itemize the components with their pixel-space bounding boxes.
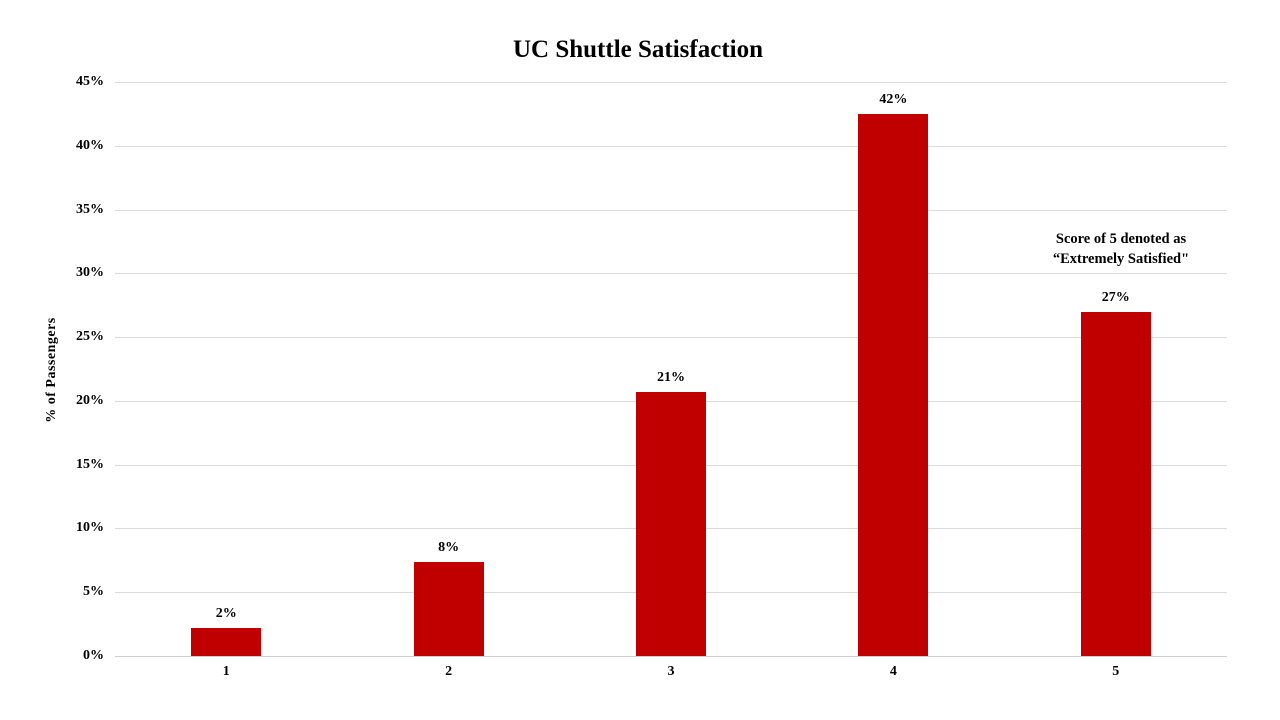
bar-4 (858, 113, 929, 656)
y-tick-label: 45% (76, 74, 104, 89)
y-tick-label: 0% (83, 648, 104, 663)
gridline (115, 145, 1227, 147)
gridline (115, 656, 1227, 657)
x-tick-label: 2 (445, 664, 453, 679)
x-tick-label: 4 (889, 664, 897, 679)
data-label: 27% (1101, 289, 1130, 305)
data-label: 8% (438, 539, 460, 555)
data-label: 42% (879, 91, 908, 107)
annotation-score-5: Score of 5 denoted as “Extremely Satisfi… (1030, 229, 1212, 269)
chart-title: UC Shuttle Satisfaction (512, 36, 763, 63)
y-tick-label: 5% (83, 584, 104, 600)
y-tick-label: 35% (76, 201, 104, 217)
gridline (115, 273, 1227, 275)
x-tick-label: 3 (667, 664, 675, 679)
y-tick-label: 15% (76, 456, 104, 472)
data-label: 21% (657, 369, 685, 385)
bar-1 (191, 627, 262, 656)
bar-3 (636, 391, 706, 656)
x-tick-label: 1 (222, 664, 230, 679)
gridline (115, 82, 1227, 83)
bar-2 (413, 561, 484, 656)
gridline (115, 209, 1227, 211)
y-axis-label: % of Passengers (44, 317, 59, 423)
y-tick-label: 30% (76, 265, 104, 281)
y-tick-label: 40% (76, 137, 104, 153)
gridline (115, 337, 1227, 339)
bar-5 (1080, 311, 1151, 656)
plot-area: 2% 8% 21% 42% 27% (115, 82, 1227, 657)
y-tick-label: 20% (76, 392, 104, 408)
y-tick-label: 10% (76, 520, 104, 536)
annotation-line-1: Score of 5 denoted as (1055, 231, 1187, 247)
x-tick-label: 5 (1112, 664, 1120, 679)
data-label: 2% (215, 605, 237, 621)
annotation-line-2: “Extremely Satisfied" (1052, 251, 1190, 267)
y-tick-label: 25% (76, 329, 104, 345)
